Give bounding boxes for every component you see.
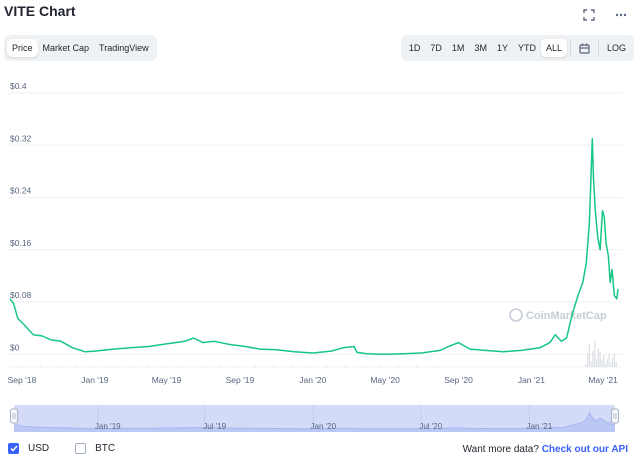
volume-bar: [588, 343, 590, 367]
navigator-handle-right[interactable]: [611, 408, 619, 424]
volume-bar: [147, 365, 149, 367]
volume-bar: [236, 365, 238, 367]
chart-title: VITE Chart: [4, 3, 76, 19]
x-tick-label: Sep '18: [8, 375, 37, 385]
navigator-tick-label: Jan '21: [527, 422, 553, 431]
volume-bar: [398, 365, 400, 367]
price-chart[interactable]: $0 $0.08 $0.16 $0.24 $0.32 $0.4 CoinMarketCap S…: [0, 80, 642, 440]
volume-bar: [604, 364, 607, 367]
volume-bar: [592, 351, 594, 367]
tab-tradingview[interactable]: TradingView: [99, 43, 149, 53]
x-tick-label: Jan '21: [518, 375, 545, 385]
volume-bar: [57, 365, 59, 367]
volume-bar: [597, 348, 599, 367]
y-tick-label: $0.32: [10, 133, 32, 143]
watermark-text: CoinMarketCap: [526, 310, 607, 322]
volume-bar: [416, 365, 418, 367]
log-scale-toggle[interactable]: LOG: [606, 43, 626, 53]
x-tick-label: May '21: [588, 375, 618, 385]
navigator-tick-label: Jan '20: [311, 422, 337, 431]
volume-bar: [380, 365, 382, 367]
volume-bar: [610, 362, 612, 367]
volume-bar: [613, 353, 616, 367]
volume-bar: [272, 365, 274, 367]
range-1d[interactable]: 1D: [408, 43, 421, 53]
x-tick-label: May '19: [152, 375, 182, 385]
volume-bar: [254, 365, 256, 367]
x-tick-label: Jan '20: [299, 375, 326, 385]
navigator-handle-left[interactable]: [10, 408, 18, 424]
range-ytd[interactable]: YTD: [517, 43, 536, 53]
fullscreen-icon[interactable]: [580, 7, 598, 23]
volume-bar: [595, 358, 598, 367]
y-tick-label: $0.08: [10, 290, 32, 300]
btc-checkbox[interactable]: [75, 443, 87, 454]
y-tick-label: $0: [10, 342, 20, 352]
volume-bar: [601, 360, 603, 367]
range-7d[interactable]: 7D: [430, 43, 442, 53]
api-link[interactable]: Check out our API: [541, 444, 628, 455]
volume-bar: [201, 365, 203, 367]
volume-bar: [585, 364, 587, 367]
volume-bar: [219, 365, 221, 367]
volume-bar: [308, 365, 310, 367]
calendar-icon[interactable]: [574, 40, 595, 57]
volume-bar: [183, 365, 185, 367]
navigator-area: [14, 412, 615, 432]
volume-bar: [21, 365, 23, 367]
tab-market-cap[interactable]: Market Cap: [42, 43, 90, 53]
navigator-tick-label: Jul '20: [419, 422, 442, 431]
volume-bar: [606, 359, 608, 367]
more-data-prompt: Want more data?: [462, 444, 539, 455]
y-tick-label: $0.16: [10, 238, 32, 248]
tab-price[interactable]: Price: [7, 39, 38, 57]
x-tick-label: Sep '19: [226, 375, 255, 385]
volume-bar: [344, 365, 346, 367]
btc-label: BTC: [95, 443, 116, 454]
volume-bar: [39, 365, 41, 367]
volume-bar: [75, 365, 77, 367]
usd-checkbox[interactable]: [8, 443, 19, 454]
x-tick-label: Jan '19: [81, 375, 108, 385]
volume-bar: [586, 353, 589, 367]
x-tick-label: Sep '20: [444, 375, 473, 385]
volume-bar: [615, 361, 617, 367]
navigator-window: [14, 405, 615, 432]
volume-bar: [608, 354, 610, 367]
volume-bar: [165, 365, 167, 367]
volume-bar: [111, 365, 113, 367]
range-1y[interactable]: 1Y: [496, 43, 508, 53]
divider: [597, 41, 599, 55]
range-3m[interactable]: 3M: [474, 43, 487, 53]
x-tick-label: May '20: [370, 375, 400, 385]
y-tick-label: $0.24: [10, 186, 32, 196]
volume-bar: [93, 365, 95, 367]
range-1m[interactable]: 1M: [451, 43, 465, 53]
volume-bar: [603, 355, 605, 367]
watermark-logo-icon: [509, 308, 523, 322]
volume-bar: [290, 365, 292, 367]
range-all[interactable]: ALL: [540, 39, 567, 57]
navigator-tick-label: Jul '19: [203, 422, 226, 431]
volume-bar: [599, 352, 601, 367]
volume-bar: [129, 365, 131, 367]
price-line: [9, 137, 619, 356]
volume-bar: [326, 365, 328, 367]
time-range-tabs: 1D 7D 1M 3M 1Y YTD ALL LOG: [400, 35, 634, 61]
navigator-tick-label: Jan '19: [95, 422, 121, 431]
volume-bar: [590, 361, 592, 367]
divider: [569, 41, 571, 55]
volume-bar: [434, 365, 436, 367]
more-options-icon[interactable]: [612, 7, 630, 23]
volume-bar: [594, 340, 596, 367]
volume-bar: [612, 358, 614, 367]
volume-bar: [362, 365, 364, 367]
usd-label: USD: [28, 443, 50, 454]
chart-view-tabs: Price Market Cap TradingView: [4, 35, 157, 61]
y-tick-label: $0.4: [10, 81, 27, 91]
